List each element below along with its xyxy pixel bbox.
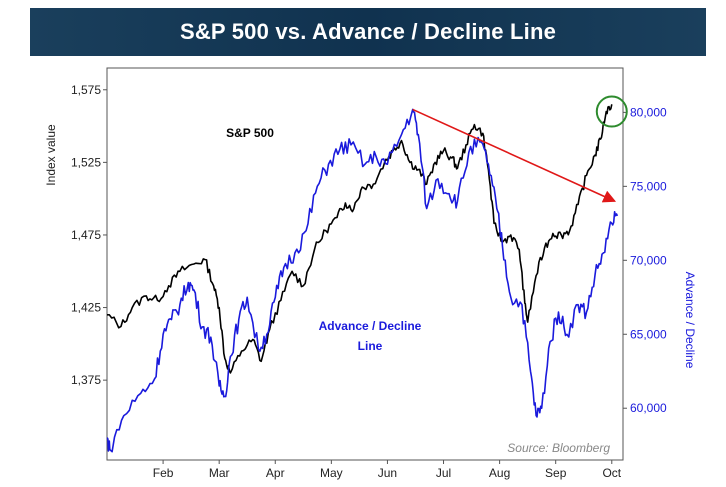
- right-tick-label: 75,000: [630, 179, 667, 193]
- left-tick-label: 1,575: [71, 83, 101, 97]
- source-label: Source: Bloomberg: [507, 441, 610, 455]
- annotation-layer: [412, 95, 628, 203]
- left-axis: 1,575 1,525 1,475 1,425 1,375: [71, 83, 107, 387]
- sp500-series-line: [107, 104, 613, 374]
- left-tick-label: 1,425: [71, 301, 101, 315]
- right-tick-label: 60,000: [630, 401, 667, 415]
- right-axis: 80,000 75,000 70,000 65,000 60,000: [623, 105, 667, 415]
- ad-line-series-line: [106, 108, 619, 453]
- x-tick-label: Jun: [378, 466, 397, 480]
- chart-title: S&P 500 vs. Advance / Decline Line: [179, 19, 557, 44]
- x-tick-label: Oct: [602, 466, 621, 480]
- x-tick-label: Jul: [436, 466, 451, 480]
- x-tick-label: Mar: [209, 466, 230, 480]
- x-tick-label: Aug: [489, 466, 510, 480]
- x-tick-label: Feb: [153, 466, 174, 480]
- left-tick-label: 1,475: [71, 228, 101, 242]
- right-tick-label: 65,000: [630, 327, 667, 341]
- left-tick-label: 1,375: [71, 373, 101, 387]
- x-axis: Feb Mar Apr May Jun Jul Aug Sep Oct: [153, 460, 622, 480]
- left-axis-label: Index value: [44, 124, 58, 186]
- trend-arrow: [412, 108, 617, 203]
- left-tick-label: 1,525: [71, 155, 101, 169]
- x-tick-label: Apr: [266, 466, 285, 480]
- x-tick-label: Sep: [545, 466, 567, 480]
- series-layer: [106, 104, 619, 453]
- right-tick-label: 80,000: [630, 105, 667, 119]
- right-axis-label: Advance / Decline: [683, 272, 697, 369]
- plot-area: [106, 67, 624, 461]
- highlight-circle: [595, 95, 628, 128]
- right-tick-label: 70,000: [630, 253, 667, 267]
- title-banner: S&P 500 vs. Advance / Decline Line: [30, 8, 706, 56]
- sp500-label: S&P 500: [226, 126, 274, 140]
- ad-line-label-line1: Advance / Decline: [319, 319, 422, 333]
- ad-line-label-line2: Line: [358, 339, 383, 353]
- x-tick-label: May: [320, 466, 343, 480]
